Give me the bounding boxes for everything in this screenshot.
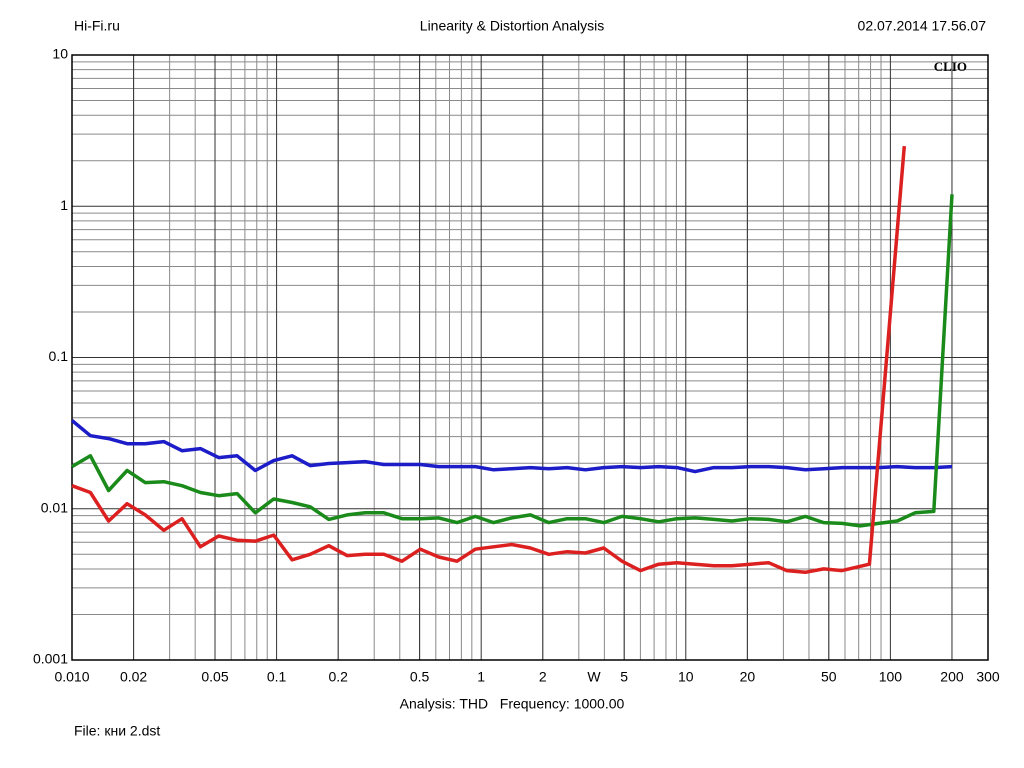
y-tick-label: 0.001 [33,651,68,667]
plot-border [71,54,989,661]
x-tick-label: 2 [539,669,547,685]
y-tick-label: 10 [52,46,68,62]
x-tick-label: 100 [879,669,903,685]
series-line [70,419,953,474]
y-tick-label: 1 [60,197,68,213]
series-line [71,145,907,575]
series-line [71,194,954,528]
file: File: кни 2.dst [74,723,160,739]
y-tick-label: 0.1 [49,348,69,364]
chart-title: Linearity & Distortion Analysis [420,18,604,34]
x-tick-label: 20 [740,669,756,685]
x-tick-label: 200 [940,669,964,685]
x-tick-label: 5 [620,669,628,685]
x-tick-label: 0.2 [328,669,348,685]
x-tick-label: 0.05 [201,669,228,685]
header-left: Hi-Fi.ru [74,18,120,34]
x-tick-label: 0.5 [410,669,430,685]
x-tick-label: 50 [821,669,837,685]
x-tick-label: 0.1 [267,669,287,685]
logo: CLIO [934,59,967,74]
caption: Analysis: THD Frequency: 1000.00 [400,696,625,712]
x-unit: W [587,669,601,685]
x-tick-label: 0.010 [54,669,89,685]
x-tick-label: 10 [678,669,694,685]
x-tick-label: 1 [477,669,485,685]
date: 02.07.2014 17.56.07 [858,18,987,34]
x-tick-label: 300 [976,669,1000,685]
x-tick-label: 0.02 [120,669,147,685]
y-tick-label: 0.01 [41,499,68,515]
